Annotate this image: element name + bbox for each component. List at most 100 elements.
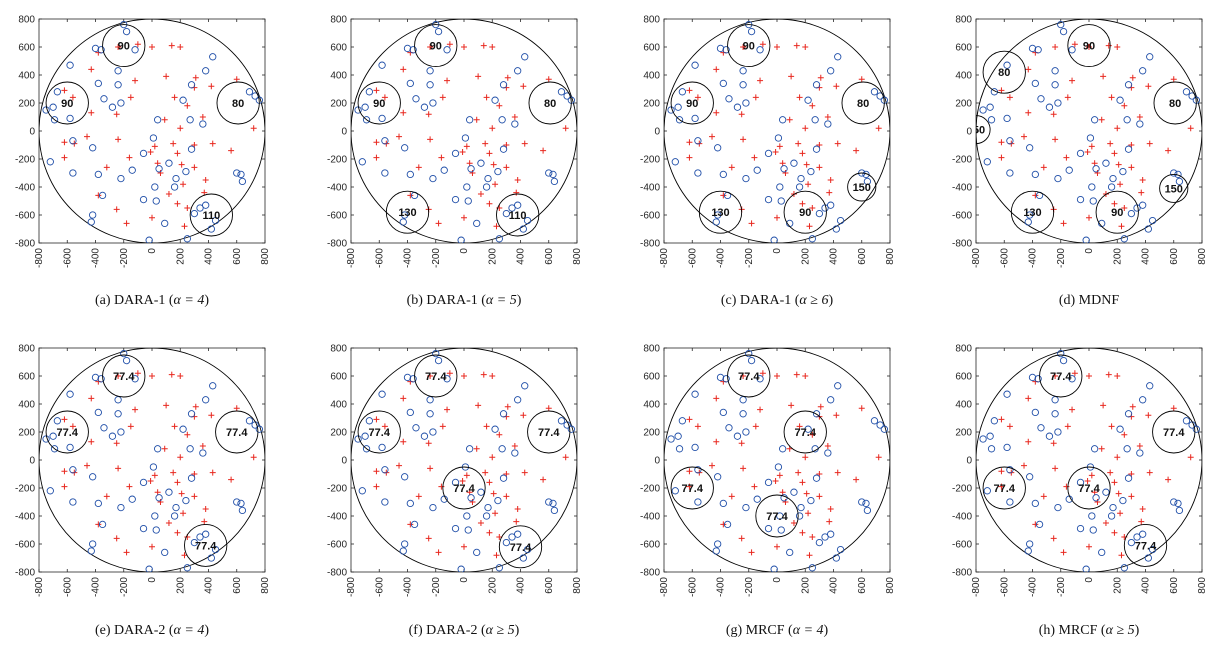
plus-marker xyxy=(475,402,482,409)
panel-caption: (a) DARA-1 (α = 4) xyxy=(95,293,209,308)
x-tick-label: -200 xyxy=(119,577,130,597)
circle-marker xyxy=(255,425,263,433)
subplot-f: -800 -600 -400 -200 0 200 400 600 800 800 600 400 20… xyxy=(327,344,583,639)
plus-marker xyxy=(466,160,473,167)
circle-marker xyxy=(199,449,207,457)
circle-marker xyxy=(114,81,122,89)
panel-caption: (f) DARA-2 (α ≥ 5) xyxy=(409,623,520,638)
circle-marker xyxy=(514,201,522,209)
circle-marker xyxy=(557,417,566,425)
plus-marker xyxy=(521,140,528,147)
x-tick-label: 600 xyxy=(232,577,243,594)
plus-marker xyxy=(511,443,518,449)
plus-marker xyxy=(782,170,789,176)
coverage-disk xyxy=(45,410,89,454)
axes-box xyxy=(663,347,891,573)
caption-math: α = 4 xyxy=(174,623,205,638)
plus-marker xyxy=(168,371,175,378)
x-tick-label: 600 xyxy=(857,577,868,594)
circle-marker xyxy=(53,417,62,425)
circle-marker xyxy=(100,95,108,103)
plus-marker xyxy=(1032,521,1039,528)
circle-marker xyxy=(1054,428,1062,436)
y-tick-label: -400 xyxy=(15,512,35,523)
circle-marker xyxy=(870,88,879,96)
y-tick-label: -800 xyxy=(15,568,35,579)
plus-marker xyxy=(489,125,496,132)
plus-marker xyxy=(473,116,480,123)
x-tick-label: 200 xyxy=(1112,577,1123,594)
circle-marker xyxy=(694,169,702,177)
x-tick-label: -600 xyxy=(687,248,698,268)
circle-marker xyxy=(1089,526,1097,534)
circle-marker xyxy=(1028,373,1037,382)
plus-marker xyxy=(751,154,758,161)
plus-marker xyxy=(446,370,453,377)
y-tick-label: 0 xyxy=(654,127,660,138)
coverage-disk xyxy=(102,24,146,68)
circle-marker xyxy=(1024,218,1032,226)
circle-marker xyxy=(1123,116,1131,124)
plus-marker xyxy=(157,499,164,505)
circle-marker xyxy=(91,373,100,382)
circle-marker xyxy=(403,373,412,382)
disk-label: 90 xyxy=(118,41,130,53)
circle-marker xyxy=(399,218,407,226)
circle-marker xyxy=(858,498,866,506)
circle-marker xyxy=(499,474,508,482)
y-tick-label: 400 xyxy=(643,71,660,82)
plus-marker xyxy=(480,42,487,49)
circle-marker xyxy=(812,474,821,482)
x-tick-label: -800 xyxy=(659,577,670,597)
plus-marker xyxy=(1071,370,1078,377)
plus-marker xyxy=(1006,423,1013,430)
plus-marker xyxy=(795,140,802,147)
y-tick-label: 800 xyxy=(330,15,347,26)
plus-marker xyxy=(208,83,215,90)
circle-marker xyxy=(172,174,180,183)
circle-marker xyxy=(412,424,420,432)
plus-marker xyxy=(1064,423,1071,430)
y-tick-label: -600 xyxy=(640,211,660,222)
plus-marker xyxy=(103,493,110,500)
y-tick-label: -800 xyxy=(327,568,347,579)
plus-marker xyxy=(480,371,487,378)
plus-marker xyxy=(466,489,473,496)
x-tick-label: 800 xyxy=(1197,248,1208,265)
circle-marker xyxy=(1102,488,1110,496)
plus-marker xyxy=(151,143,158,150)
circle-marker xyxy=(401,473,409,481)
plus-marker xyxy=(1098,445,1105,452)
y-tick-label: 800 xyxy=(18,15,35,26)
subplot-c: -800 -600 -400 -200 0 200 400 600 80080060040020… xyxy=(640,15,896,309)
y-tick-label: -400 xyxy=(327,512,347,523)
circle-marker xyxy=(1109,174,1117,183)
circle-marker xyxy=(675,116,684,124)
y-tick-label: 400 xyxy=(955,400,972,411)
circle-marker xyxy=(463,512,471,520)
caption-math: α = 5 xyxy=(486,293,517,308)
circle-marker xyxy=(756,46,764,54)
plus-marker xyxy=(774,543,780,550)
plus-marker xyxy=(147,149,154,155)
plus-marker xyxy=(1187,454,1194,461)
caption-suffix: ) xyxy=(828,293,833,308)
plus-marker xyxy=(415,493,422,500)
plus-marker xyxy=(180,181,187,188)
plus-marker xyxy=(178,490,185,497)
y-tick-label: -600 xyxy=(327,211,347,222)
circle-marker xyxy=(1124,474,1133,482)
plus-marker xyxy=(875,125,882,132)
y-tick-label: -600 xyxy=(952,540,972,551)
plus-marker xyxy=(61,154,68,161)
circle-marker xyxy=(747,27,756,36)
circle-marker xyxy=(434,356,443,365)
plus-marker xyxy=(1050,440,1057,447)
coverage-disk xyxy=(45,81,89,125)
circle-marker xyxy=(694,498,702,506)
circle-marker xyxy=(98,520,107,529)
disk-label: 130 xyxy=(398,207,416,219)
plus-marker xyxy=(503,164,510,171)
plus-marker xyxy=(998,139,1005,146)
circle-marker xyxy=(1006,169,1014,177)
